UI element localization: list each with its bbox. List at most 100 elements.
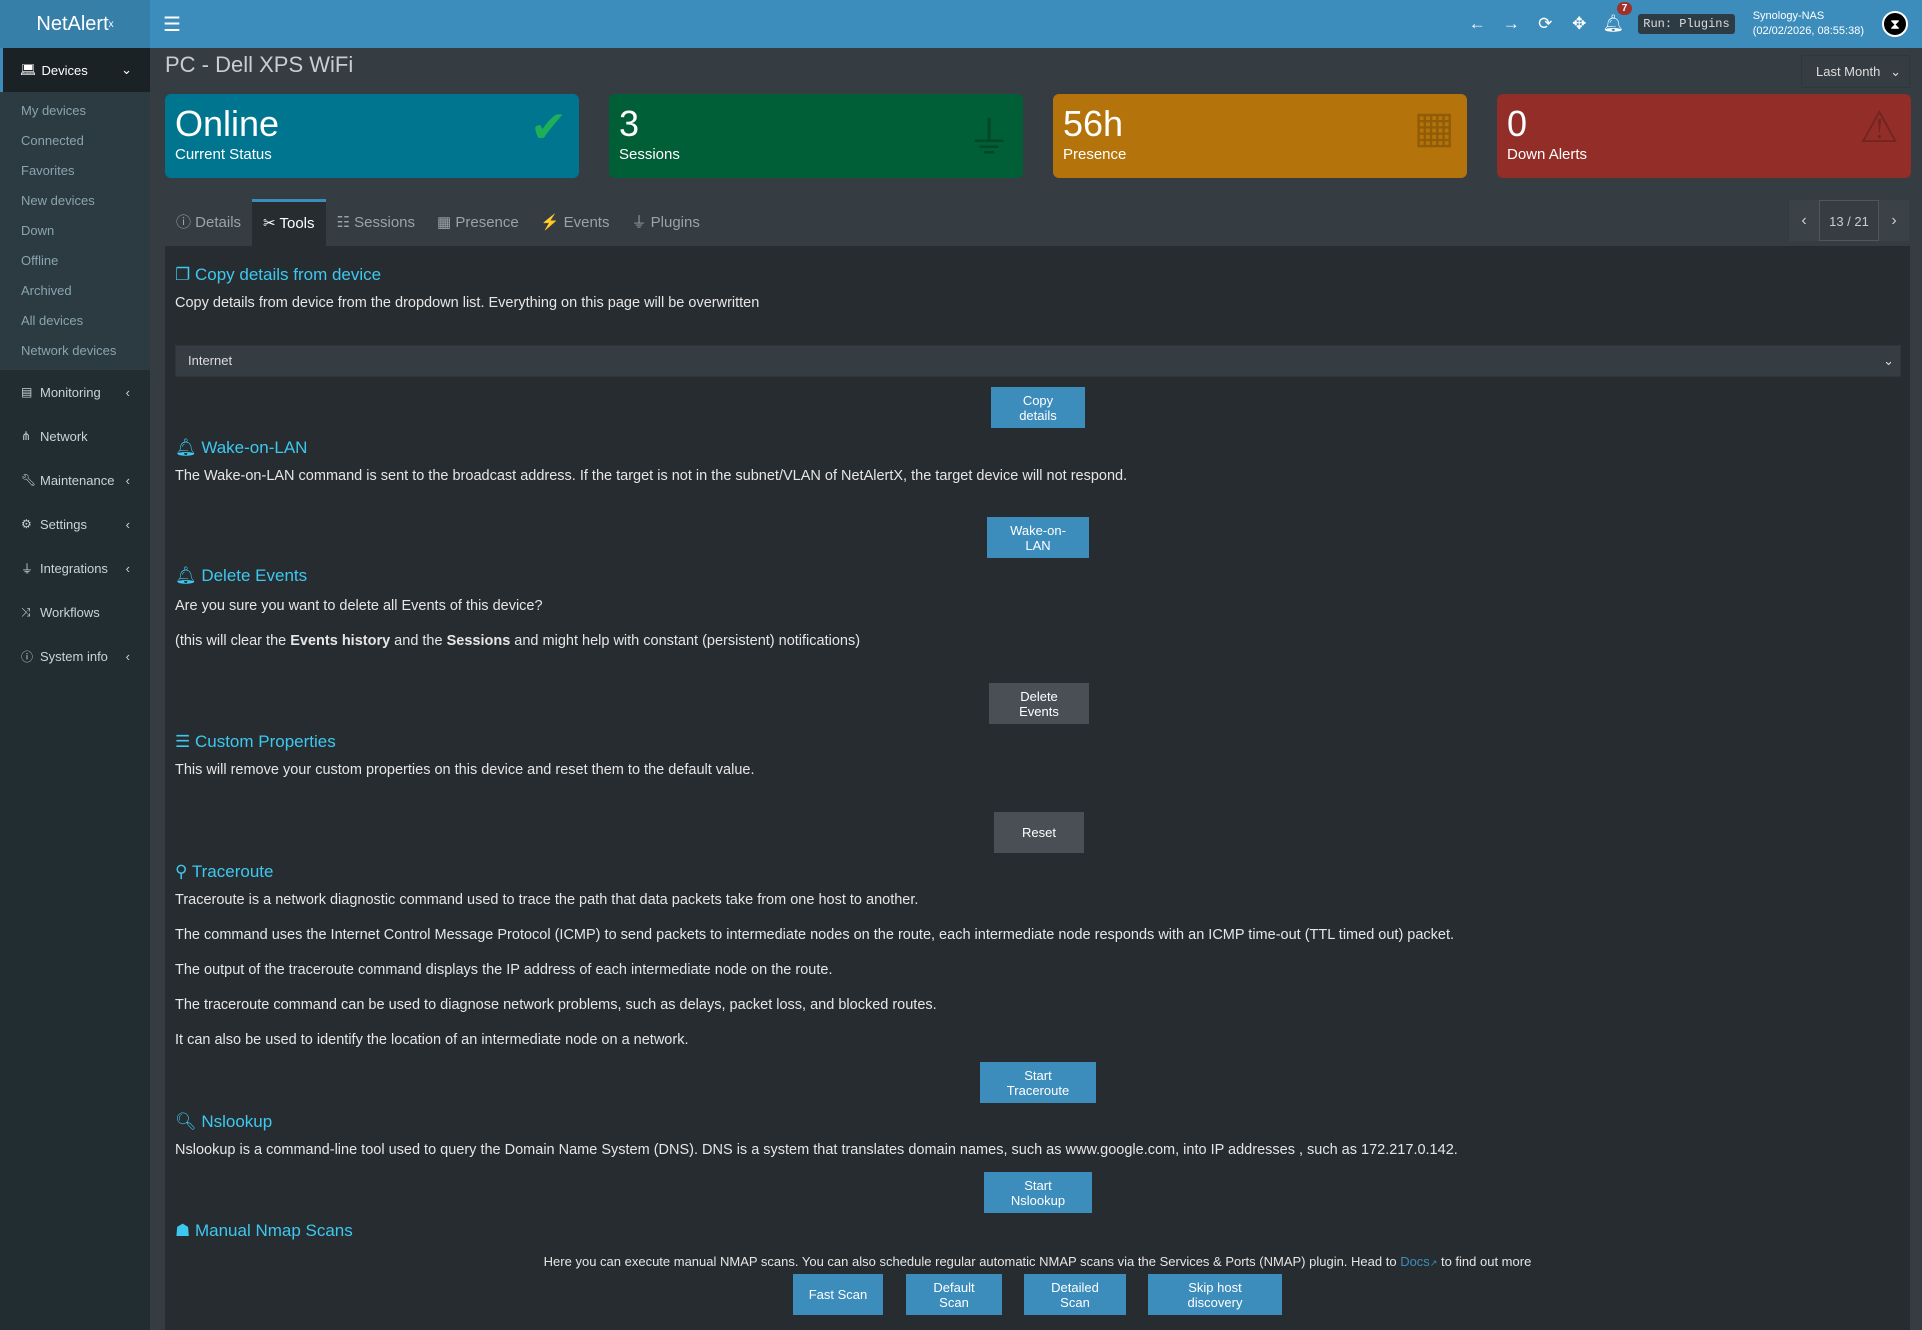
laptop-icon: 💻︎ <box>20 62 37 77</box>
tools-panel: ❐ Copy details from device Copy details … <box>165 246 1910 1330</box>
start-traceroute-button[interactable]: Start Traceroute <box>980 1062 1096 1103</box>
sidebar-subitem[interactable]: Down <box>21 223 55 238</box>
sidebar-item-maintenance[interactable]: 🔧︎ Maintenance ‹ <box>21 472 130 488</box>
wrench-icon: 🔧︎ <box>21 473 37 487</box>
search-icon: 🔍︎ <box>175 1112 202 1131</box>
copy-details-button[interactable]: Copy details <box>991 387 1085 428</box>
sidebar-item-devices[interactable]: 💻︎ Devices ⌄ <box>0 48 150 92</box>
tab-icon: ✂ <box>263 215 280 232</box>
sidebar-subitem[interactable]: Archived <box>21 283 72 298</box>
delete-events-button[interactable]: Delete Events <box>989 683 1089 724</box>
forward-icon[interactable]: → <box>1502 14 1520 33</box>
bell-icon: 🔔︎ <box>175 566 202 585</box>
wol-heading: 🔔︎ Wake-on-LAN <box>175 438 308 457</box>
wake-on-lan-button[interactable]: Wake-on-LAN <box>987 517 1089 558</box>
sidebar-subitem[interactable]: New devices <box>21 193 95 208</box>
chevron-left-icon: ‹ <box>125 472 130 488</box>
pager-position: 13 / 21 <box>1819 200 1879 241</box>
gear-icon: ⚙ <box>21 517 32 531</box>
devices-submenu: My devices Connected Favorites New devices D… <box>0 92 150 370</box>
delete-heading: 🔔︎ Delete Events <box>175 566 308 585</box>
sidebar-subitem[interactable]: Favorites <box>21 163 75 178</box>
menu-toggle-icon[interactable]: ☰ <box>163 14 181 36</box>
plug-icon: ⏚ <box>21 561 34 576</box>
bell-icon: 🔔︎ <box>175 438 202 457</box>
nmap-skip-host-discovery-button[interactable]: Skip host discovery <box>1148 1274 1282 1315</box>
move-icon[interactable]: ✥ <box>1572 14 1587 33</box>
copy-icon: ❐ <box>175 265 195 284</box>
next-device-button[interactable]: › <box>1879 200 1909 241</box>
custom-desc: This will remove your custom properties … <box>175 762 755 778</box>
docs-link[interactable]: Docs <box>1400 1254 1430 1269</box>
avatar[interactable]: ⧗ <box>1882 11 1908 37</box>
refresh-icon[interactable]: ⟳ <box>1538 14 1553 33</box>
stat-label: Current Status <box>175 146 272 163</box>
stat-card-down-alerts[interactable]: 0 Down Alerts ⚠ <box>1497 94 1911 178</box>
tab-presence[interactable]: ▦ Presence <box>437 214 519 231</box>
sidebar-subitem[interactable]: Offline <box>21 253 59 268</box>
logo[interactable]: NetAlert x <box>0 0 150 48</box>
back-icon[interactable]: ← <box>1468 14 1486 33</box>
tab-icon: ⓘ <box>176 214 196 231</box>
chart-icon: ▤ <box>21 385 33 399</box>
tab-events[interactable]: ⚡ Events <box>540 214 610 231</box>
external-link-icon: ↗ <box>1429 1258 1438 1268</box>
stat-label: Presence <box>1063 146 1127 163</box>
top-header: NetAlert x ☰ ← → ⟳ ✥ 🔔︎ 7 Run: Plugins Syn… <box>0 0 1922 48</box>
chevron-left-icon: ‹ <box>125 516 130 532</box>
shuffle-icon: ⤨ <box>21 604 31 619</box>
nmap-desc: Here you can execute manual NMAP scans. … <box>543 1254 1532 1269</box>
chevron-left-icon: ‹ <box>125 560 130 576</box>
tab-tools[interactable]: ✂ Tools <box>252 199 326 246</box>
chevron-down-icon: ⌄ <box>121 62 132 77</box>
nmap-fast-scan-button[interactable]: Fast Scan <box>793 1274 883 1315</box>
device-pager: ‹ 13 / 21 › <box>1789 200 1909 241</box>
plug-icon: ⏚ <box>967 114 1011 163</box>
reset-button[interactable]: Reset <box>994 812 1084 853</box>
stat-card-sessions[interactable]: 3 Sessions ⏚ <box>609 94 1023 178</box>
sidebar-subitem[interactable]: Connected <box>21 133 84 148</box>
tab-plugins[interactable]: ⏚ Plugins <box>631 214 700 231</box>
stat-value: 56h <box>1063 103 1124 144</box>
nmap-detailed-scan-button[interactable]: Detailed Scan <box>1024 1274 1126 1315</box>
device-select[interactable]: Internet ⌄ <box>175 345 1901 377</box>
prev-device-button[interactable]: ‹ <box>1789 200 1819 241</box>
bell-icon[interactable]: 🔔︎ 7 <box>1596 2 1633 34</box>
custom-heading: ☰ Custom Properties <box>175 732 336 751</box>
sidebar-item-workflows[interactable]: ⤨ Workflows <box>21 604 100 620</box>
tab-icon: ▦ <box>437 214 456 231</box>
route-icon: ⚲ <box>175 862 192 881</box>
tab-sessions[interactable]: ☷ Sessions <box>336 214 416 231</box>
list-icon: ☰ <box>175 732 195 751</box>
traceroute-line: The output of the traceroute command dis… <box>175 962 833 978</box>
start-nslookup-button[interactable]: Start Nslookup <box>984 1172 1092 1213</box>
check-icon: ✔ <box>530 103 567 152</box>
tab-details[interactable]: ⓘ Details <box>176 214 242 231</box>
sidebar: 💻︎ Devices ⌄ My devices Connected Favorites N… <box>0 48 150 1330</box>
copy-desc: Copy details from device from the dropdo… <box>175 295 760 311</box>
range-select[interactable]: Last Month ⌄ <box>1801 55 1910 88</box>
sidebar-item-integrations[interactable]: ⏚ Integrations ‹ <box>21 560 130 576</box>
sitemap-icon: ⋔ <box>21 429 32 443</box>
sidebar-item-settings[interactable]: ⚙ Settings ‹ <box>21 516 130 532</box>
nslookup-desc: Nslookup is a command-line tool used to … <box>175 1142 1458 1158</box>
sidebar-item-system-info[interactable]: ⓘ System info ‹ <box>21 648 130 664</box>
sidebar-item-network[interactable]: ⋔ Network <box>21 428 88 444</box>
chevron-down-icon: ⌄ <box>1883 353 1894 368</box>
traceroute-line: Traceroute is a network diagnostic comma… <box>175 892 919 908</box>
sidebar-item-monitoring[interactable]: ▤ Monitoring ‹ <box>21 384 130 400</box>
warning-icon: ⚠ <box>1859 103 1899 152</box>
calendar-icon: ▦ <box>1413 103 1455 152</box>
sidebar-subitem[interactable]: My devices <box>21 103 87 118</box>
info-icon: ⓘ <box>21 649 34 664</box>
stat-card-presence[interactable]: 56h Presence ▦ <box>1053 94 1467 178</box>
sidebar-subitem[interactable]: All devices <box>21 313 84 328</box>
chevron-left-icon: ‹ <box>125 648 130 664</box>
chevron-down-icon: ⌄ <box>1890 64 1901 79</box>
nmap-default-scan-button[interactable]: Default Scan <box>906 1274 1002 1315</box>
stat-label: Sessions <box>619 146 680 163</box>
stat-card-current-status[interactable]: Online Current Status ✔ <box>165 94 579 178</box>
sidebar-subitem[interactable]: Network devices <box>21 343 117 358</box>
traceroute-line: The traceroute command can be used to di… <box>175 997 937 1013</box>
tab-icon: ☷ <box>336 214 355 231</box>
